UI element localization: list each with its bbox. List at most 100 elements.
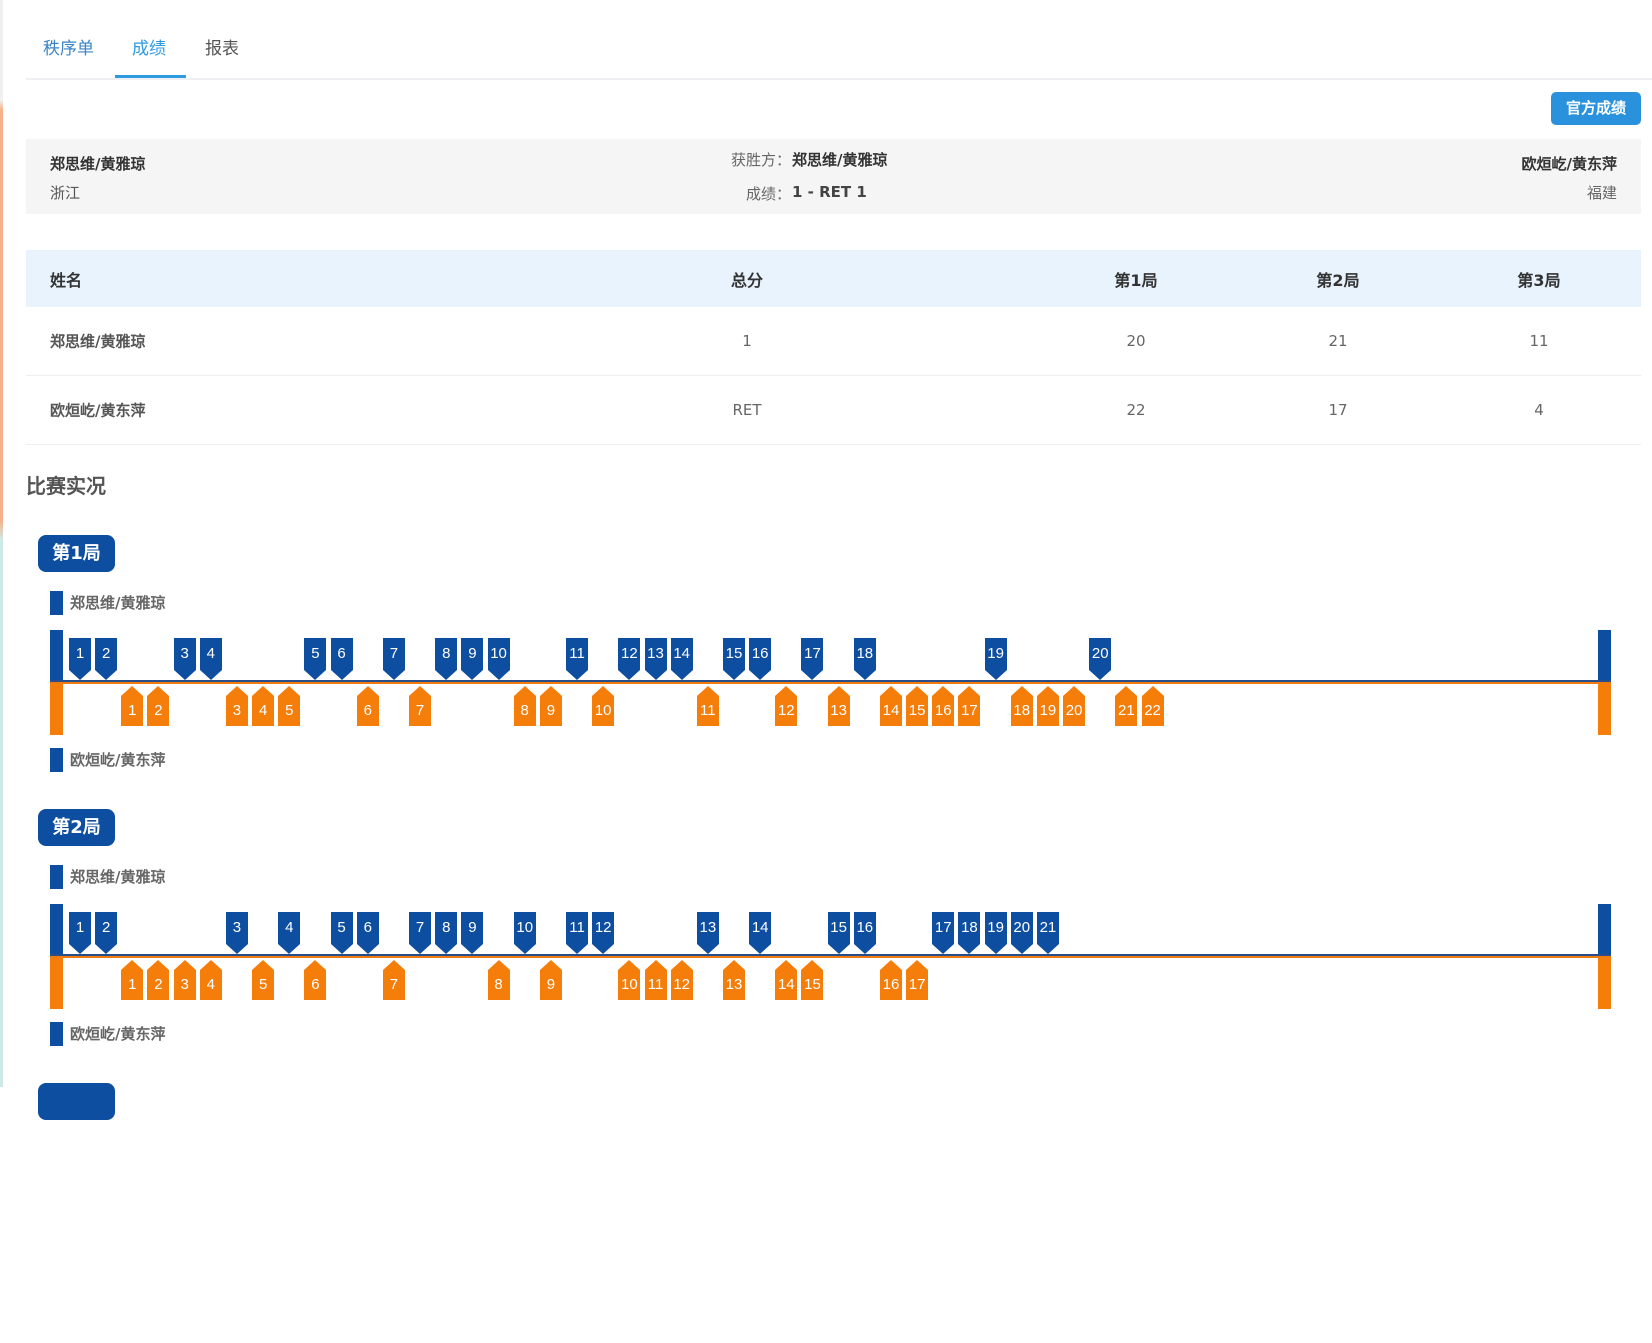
point-marker-team-a: 19 [984, 638, 1007, 680]
point-marker-team-a: 12 [618, 638, 641, 680]
point-marker-team-b: 6 [304, 960, 327, 1000]
end-bar-team-b [1598, 956, 1611, 1009]
point-marker-team-a: 12 [592, 912, 615, 954]
center-line [50, 680, 1611, 684]
start-bar-team-b [50, 956, 63, 1009]
cell-game1: 20 [1126, 332, 1146, 350]
point-marker-team-b: 2 [147, 960, 170, 1000]
cell-total: RET [732, 401, 762, 419]
point-marker-team-a: 21 [1036, 912, 1059, 954]
game-badge[interactable] [38, 1083, 115, 1120]
start-bar-team-b [50, 682, 63, 735]
active-tab-indicator [115, 75, 186, 78]
team-a-name: 郑思维/黄雅琼 [50, 155, 146, 173]
tab-report[interactable]: 报表 [205, 39, 239, 59]
score-label: 成绩： [745, 185, 791, 203]
end-bar-team-a [1598, 630, 1611, 682]
end-bar-team-a [1598, 904, 1611, 956]
point-marker-team-a: 2 [95, 912, 118, 954]
point-marker-team-b: 12 [775, 686, 798, 726]
point-marker-team-b: 5 [278, 686, 301, 726]
cell-total: 1 [742, 332, 752, 350]
start-bar-team-a [50, 904, 63, 956]
point-marker-team-a: 19 [984, 912, 1007, 954]
point-marker-team-a: 9 [461, 912, 484, 954]
point-marker-team-b: 14 [879, 686, 902, 726]
point-marker-team-a: 6 [356, 912, 379, 954]
point-marker-team-b: 9 [539, 686, 562, 726]
point-marker-team-b: 10 [592, 686, 615, 726]
tab-bar: 秩序单 成绩 报表 [26, 0, 1652, 80]
cell-game2: 17 [1328, 401, 1348, 419]
score-value: 1 - RET 1 [792, 183, 867, 201]
point-marker-team-a: 10 [487, 638, 510, 680]
winner-label: 获胜方： [730, 151, 791, 169]
point-marker-team-b: 17 [958, 686, 981, 726]
game-1-timeline: 第1局 郑思维/黄雅琼 1 2 1 2 3 4 3 4 5 5 6 6 7 7 8 9 10 8 9 11 10 12 13 14… [0, 535, 1652, 795]
point-marker-team-a: 17 [932, 912, 955, 954]
point-marker-team-b: 4 [199, 960, 222, 1000]
point-marker-team-a: 14 [749, 912, 772, 954]
point-marker-team-a: 14 [670, 638, 693, 680]
legend-team-a: 郑思维/黄雅琼 [50, 865, 165, 889]
point-marker-team-a: 13 [696, 912, 719, 954]
point-marker-team-a: 7 [382, 638, 405, 680]
table-row: 欧烜屹/黄东萍 RET 22 17 4 [26, 376, 1641, 445]
point-marker-team-b: 12 [670, 960, 693, 1000]
point-marker-team-a: 4 [199, 638, 222, 680]
header-game1: 第1局 [1114, 270, 1158, 290]
point-marker-team-a: 2 [95, 638, 118, 680]
cell-game3: 4 [1534, 401, 1544, 419]
game-3-timeline [0, 1083, 1652, 1343]
point-marker-team-a: 8 [435, 638, 458, 680]
point-marker-team-b: 15 [906, 686, 929, 726]
point-marker-team-a: 13 [644, 638, 667, 680]
point-marker-team-b: 16 [879, 960, 902, 1000]
point-marker-team-b: 13 [723, 960, 745, 1000]
point-marker-team-b: 19 [1036, 686, 1059, 726]
start-bar-team-a [50, 630, 63, 682]
point-marker-team-b: 7 [409, 686, 432, 726]
point-marker-team-a: 20 [1010, 912, 1033, 954]
tab-order-sheet[interactable]: 秩序单 [43, 39, 94, 59]
point-marker-team-a: 20 [1089, 638, 1112, 680]
point-marker-team-a: 11 [566, 912, 589, 954]
point-marker-team-a: 15 [827, 912, 850, 954]
point-marker-team-b: 11 [644, 960, 667, 1000]
point-marker-team-b: 1 [121, 686, 144, 726]
table-header: 姓名 总分 第1局 第2局 第3局 [26, 250, 1641, 307]
section-title-live: 比赛实况 [26, 474, 106, 498]
legend-team-b: 欧烜屹/黄东萍 [50, 1022, 165, 1046]
point-marker-team-a: 10 [513, 912, 536, 954]
point-marker-team-b: 7 [382, 960, 405, 1000]
official-results-button[interactable]: 官方成绩 [1551, 92, 1641, 125]
point-marker-team-b: 15 [801, 960, 824, 1000]
team-b-region: 福建 [1586, 184, 1617, 202]
point-marker-team-b: 8 [487, 960, 510, 1000]
cell-game2: 21 [1328, 332, 1348, 350]
point-marker-team-b: 5 [252, 960, 275, 1000]
point-marker-team-b: 2 [147, 686, 170, 726]
cell-game3: 11 [1529, 332, 1549, 350]
point-marker-team-a: 18 [853, 638, 876, 680]
game-badge[interactable]: 第2局 [38, 809, 115, 846]
point-marker-team-b: 14 [775, 960, 798, 1000]
point-marker-team-a: 16 [749, 638, 772, 680]
winner-value: 郑思维/黄雅琼 [792, 151, 888, 169]
point-marker-team-b: 1 [121, 960, 144, 1000]
point-marker-team-a: 18 [958, 912, 981, 954]
point-marker-team-b: 20 [1063, 686, 1086, 726]
cell-name: 郑思维/黄雅琼 [50, 332, 146, 351]
end-bar-team-b [1598, 682, 1611, 735]
game-2-timeline: 第2局 郑思维/黄雅琼 1 2 1 2 3 4 3 5 4 6 5 6 7 7 8 9 8 10 9 11 12 10 11 12… [0, 809, 1652, 1069]
point-marker-team-b: 22 [1141, 686, 1164, 726]
point-marker-team-a: 5 [330, 912, 353, 954]
score-table: 姓名 总分 第1局 第2局 第3局 郑思维/黄雅琼 1 20 21 11 欧烜屹… [26, 250, 1641, 445]
point-marker-team-a: 16 [853, 912, 876, 954]
point-marker-team-b: 6 [356, 686, 379, 726]
point-marker-team-b: 3 [225, 686, 248, 726]
game-badge[interactable]: 第1局 [38, 535, 115, 572]
point-marker-team-a: 5 [304, 638, 327, 680]
point-marker-team-b: 21 [1115, 686, 1138, 726]
tab-results[interactable]: 成绩 [132, 39, 166, 59]
